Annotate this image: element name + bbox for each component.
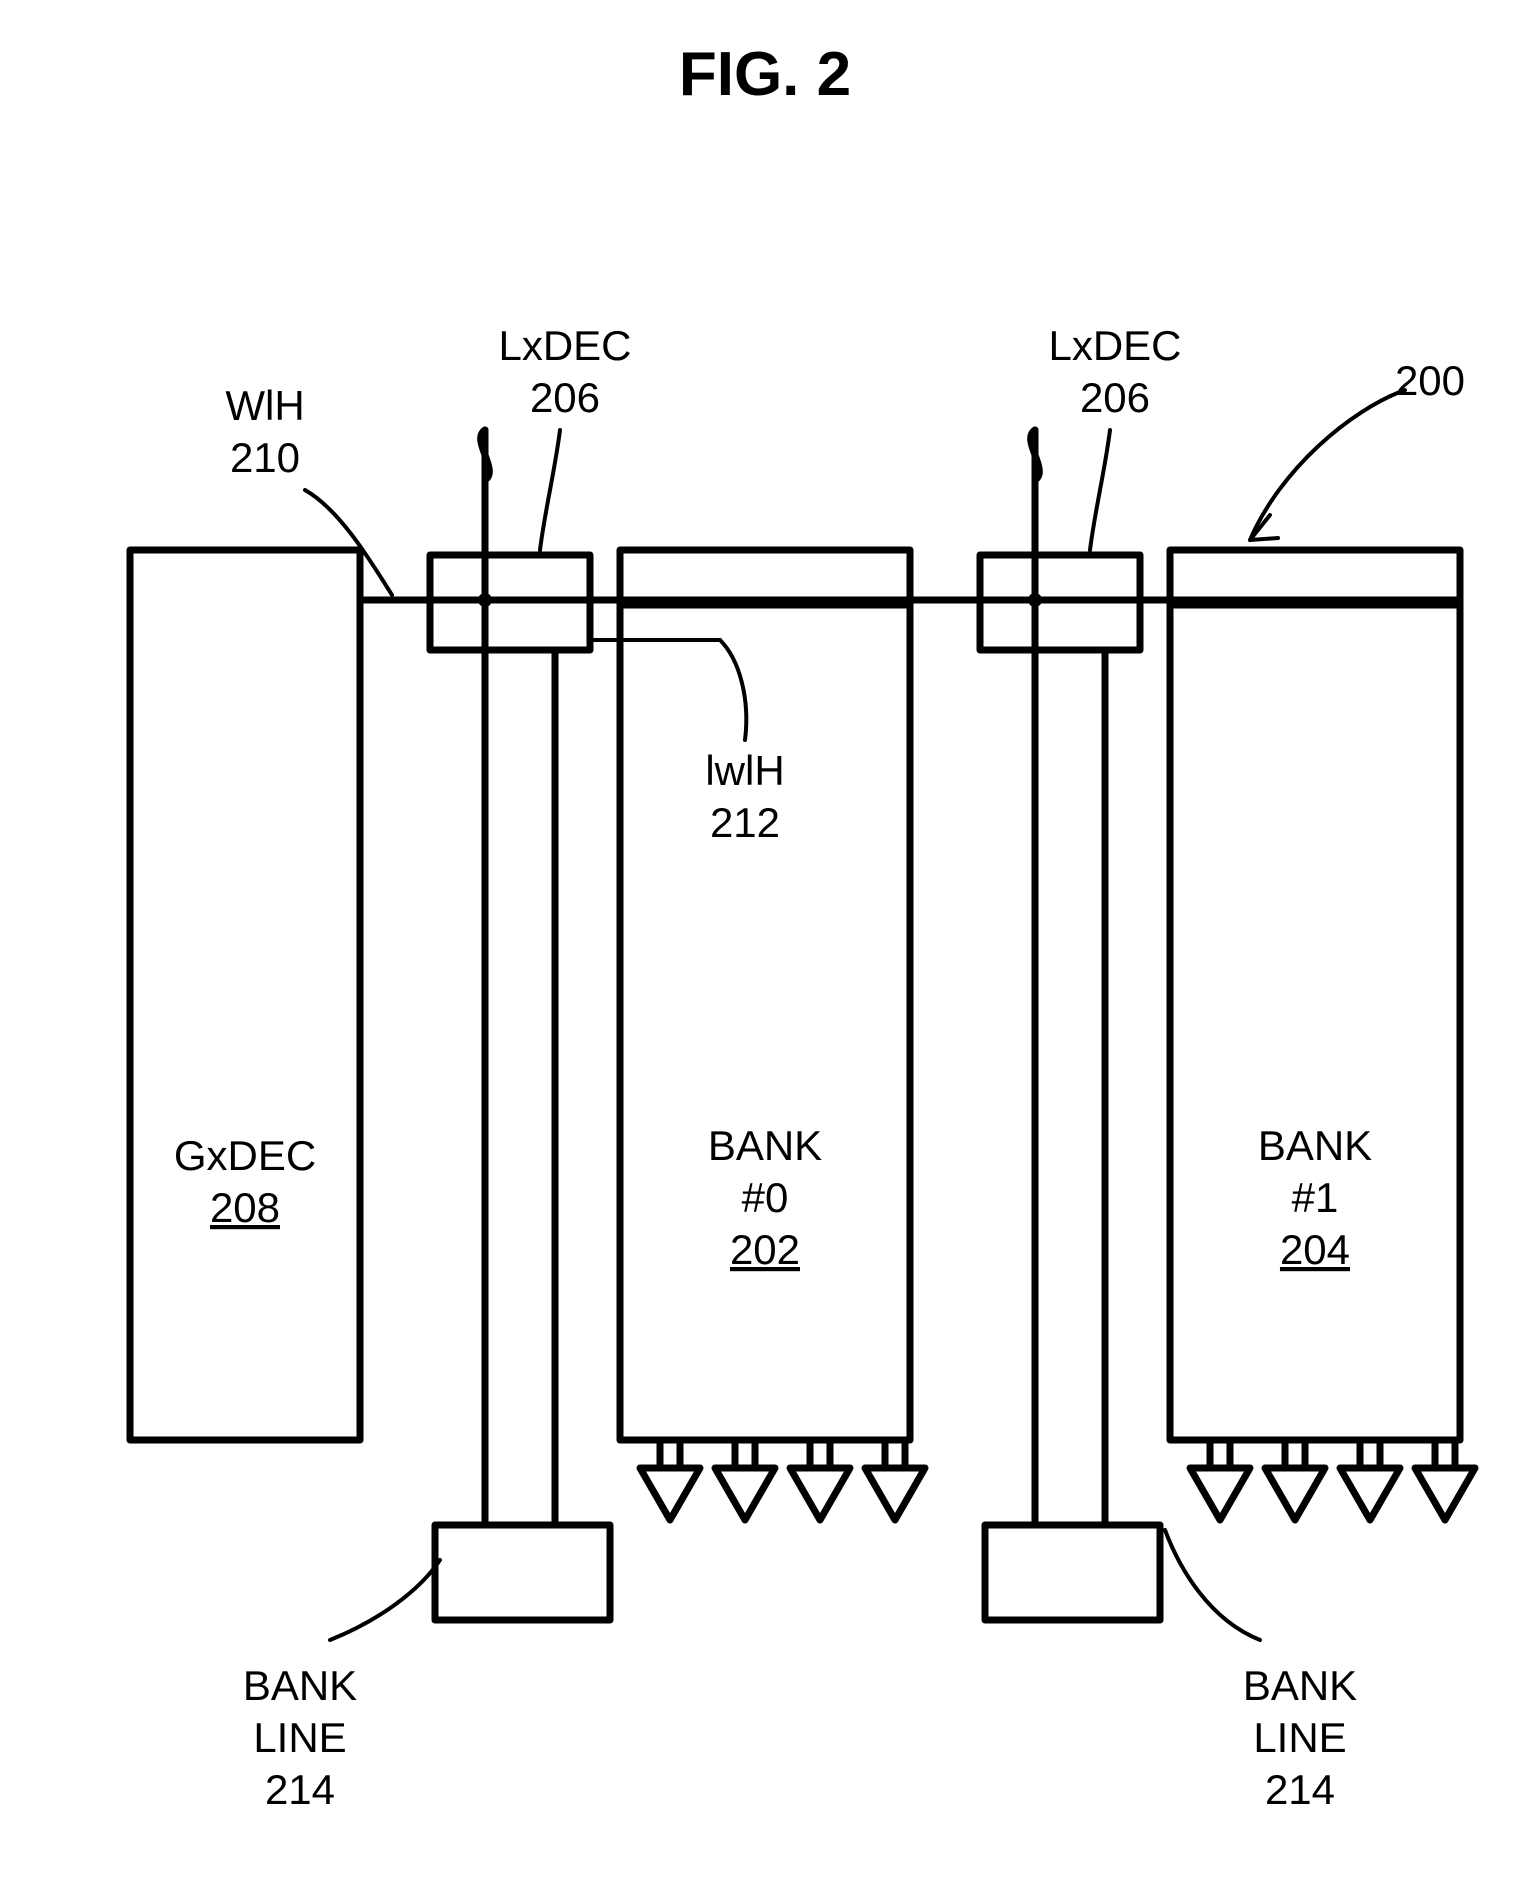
- sense-amps-bank1: [1190, 1440, 1475, 1520]
- lwlh-label-2: 212: [710, 799, 780, 846]
- lxdec0-label-1: LxDEC: [498, 322, 631, 369]
- bank1-block: [1170, 550, 1460, 1440]
- bank0-label-1: BANK: [708, 1122, 822, 1169]
- bankline0-label-2: LINE: [253, 1714, 346, 1761]
- figure-title: FIG. 2: [679, 40, 851, 109]
- bank1-label-1: BANK: [1258, 1122, 1372, 1169]
- bank0-label-3: 202: [730, 1226, 800, 1273]
- wlh-label-1: WlH: [225, 382, 304, 429]
- lxdec1-label-2: 206: [1080, 374, 1150, 421]
- bank0-label-2: #0: [742, 1174, 789, 1221]
- bank0-block: [620, 550, 910, 1440]
- bank1-label-3: 204: [1280, 1226, 1350, 1273]
- bank1-label-2: #1: [1292, 1174, 1339, 1221]
- gxdec-label-2: 208: [210, 1184, 280, 1231]
- ref200-label: 200: [1395, 357, 1465, 404]
- lxdec0-label-2: 206: [530, 374, 600, 421]
- lxdec1-label-1: LxDEC: [1048, 322, 1181, 369]
- bankline-box-1: [985, 1525, 1160, 1620]
- gxdec-label-1: GxDEC: [174, 1132, 316, 1179]
- gxdec-block: [130, 550, 360, 1440]
- bankline-box-0: [435, 1525, 610, 1620]
- lwlh-label-1: lwlH: [705, 747, 784, 794]
- bankline0-label-1: BANK: [243, 1662, 357, 1709]
- bankline1-label-2: LINE: [1253, 1714, 1346, 1761]
- bankline0-label-3: 214: [265, 1766, 335, 1813]
- wlh-label-2: 210: [230, 434, 300, 481]
- bankline1-label-3: 214: [1265, 1766, 1335, 1813]
- sense-amps-bank0: [640, 1440, 925, 1520]
- bankline1-label-1: BANK: [1243, 1662, 1357, 1709]
